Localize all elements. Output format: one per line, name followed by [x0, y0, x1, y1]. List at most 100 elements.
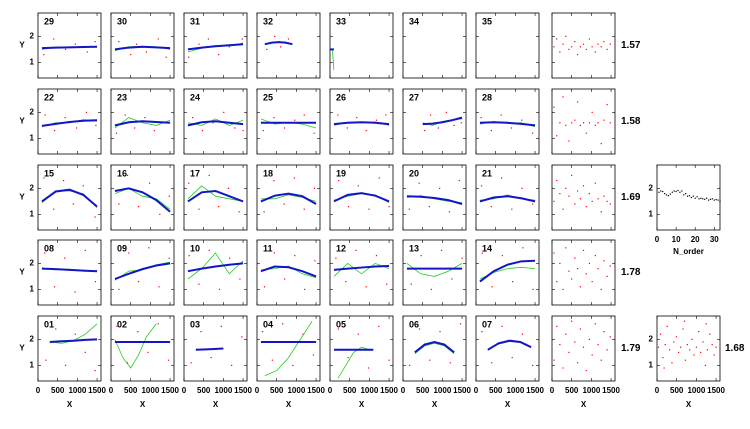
- panel-label: 20: [409, 168, 419, 178]
- data-point: [571, 122, 573, 124]
- x-axis-label: X: [67, 400, 73, 409]
- data-point: [568, 48, 570, 50]
- data-point: [579, 286, 581, 288]
- panel-frame: [475, 315, 540, 382]
- data-point: [532, 203, 534, 205]
- data-point: [700, 351, 702, 353]
- data-point: [44, 114, 46, 116]
- data-point: [594, 51, 596, 53]
- model-curve: [333, 262, 390, 277]
- data-point: [571, 46, 573, 48]
- data-point: [356, 117, 358, 119]
- data-point: [594, 255, 596, 257]
- data-point: [218, 54, 220, 56]
- data-point: [559, 262, 561, 264]
- data-point: [591, 46, 593, 48]
- data-point: [439, 187, 441, 189]
- panel-frame: [551, 164, 616, 231]
- panel-label: 15: [44, 168, 54, 178]
- panel-label: 02: [117, 319, 127, 329]
- panel-label: 30: [117, 16, 127, 26]
- data-point: [553, 106, 555, 108]
- data-point: [673, 341, 675, 343]
- data-point: [227, 187, 230, 189]
- panel-frame: [256, 315, 321, 382]
- fit-curve: [479, 121, 536, 127]
- x-tick-label: 500: [124, 386, 138, 395]
- panel-frame: [183, 12, 248, 79]
- panel-label: 29: [44, 16, 54, 26]
- data-point: [137, 206, 140, 208]
- order-point: [696, 196, 698, 198]
- order-point: [690, 196, 692, 199]
- y-tick-label: 1: [649, 210, 654, 219]
- data-point: [532, 288, 534, 290]
- x-tick-label: 0: [550, 386, 555, 395]
- order-point: [692, 195, 694, 197]
- x-axis-label: X: [286, 400, 292, 409]
- order-point: [679, 191, 681, 193]
- data-point: [600, 143, 602, 145]
- data-point: [304, 288, 306, 290]
- panel-frame: [183, 239, 248, 306]
- data-point: [711, 344, 713, 346]
- model-curve: [264, 320, 313, 377]
- x-tick-label: 500: [489, 386, 503, 395]
- model-curve: [187, 185, 244, 202]
- data-point: [565, 187, 567, 189]
- x-tick-label: 10: [672, 235, 681, 244]
- panel-label: 11: [263, 243, 273, 253]
- data-point: [220, 325, 223, 327]
- x-tick-label: 1000: [433, 386, 451, 395]
- fit-curve: [195, 347, 224, 351]
- data-point: [603, 119, 605, 121]
- order-point: [715, 198, 717, 201]
- fit-curve: [333, 121, 390, 126]
- data-point: [680, 346, 682, 348]
- data-point: [588, 122, 591, 124]
- data-point: [597, 43, 599, 45]
- panel-label: 27: [409, 92, 419, 102]
- data-point: [126, 362, 129, 364]
- x-tick-label: 20: [691, 235, 700, 244]
- data-point: [314, 260, 316, 262]
- order-point: [673, 190, 675, 192]
- panel-frame: [37, 88, 102, 155]
- data-point: [491, 362, 493, 364]
- x-tick-label: 1000: [360, 386, 378, 395]
- data-point: [553, 200, 555, 202]
- panel-label: 14: [482, 243, 492, 253]
- data-point: [418, 328, 421, 330]
- x-tick-label: 1000: [214, 386, 232, 395]
- data-point: [273, 180, 275, 182]
- panel-label: 33: [336, 16, 346, 26]
- data-point: [588, 338, 591, 340]
- data-point: [702, 341, 704, 343]
- data-point: [409, 364, 411, 366]
- data-point: [675, 336, 677, 338]
- data-point: [597, 198, 599, 200]
- data-point: [147, 351, 149, 353]
- summary-value: 1.69: [621, 192, 641, 203]
- panel-frame: [256, 164, 321, 231]
- data-point: [124, 114, 126, 116]
- summary-value: 1.57: [621, 40, 641, 51]
- panel-frame: [256, 12, 321, 79]
- x-axis-label: X: [359, 400, 365, 409]
- data-point: [347, 206, 350, 208]
- data-point: [135, 43, 138, 45]
- data-point: [53, 38, 55, 40]
- data-point: [511, 208, 513, 210]
- x-tick-label: 30: [710, 235, 719, 244]
- order-point: [706, 197, 708, 199]
- data-point: [682, 328, 684, 330]
- data-point: [283, 127, 286, 129]
- data-point: [440, 249, 443, 251]
- data-point: [378, 325, 380, 327]
- panel-frame: [551, 88, 616, 155]
- data-point: [84, 249, 86, 251]
- data-point: [239, 278, 241, 280]
- x-tick-label: 0: [109, 386, 114, 395]
- panel-frame: [110, 12, 175, 79]
- data-point: [263, 286, 266, 288]
